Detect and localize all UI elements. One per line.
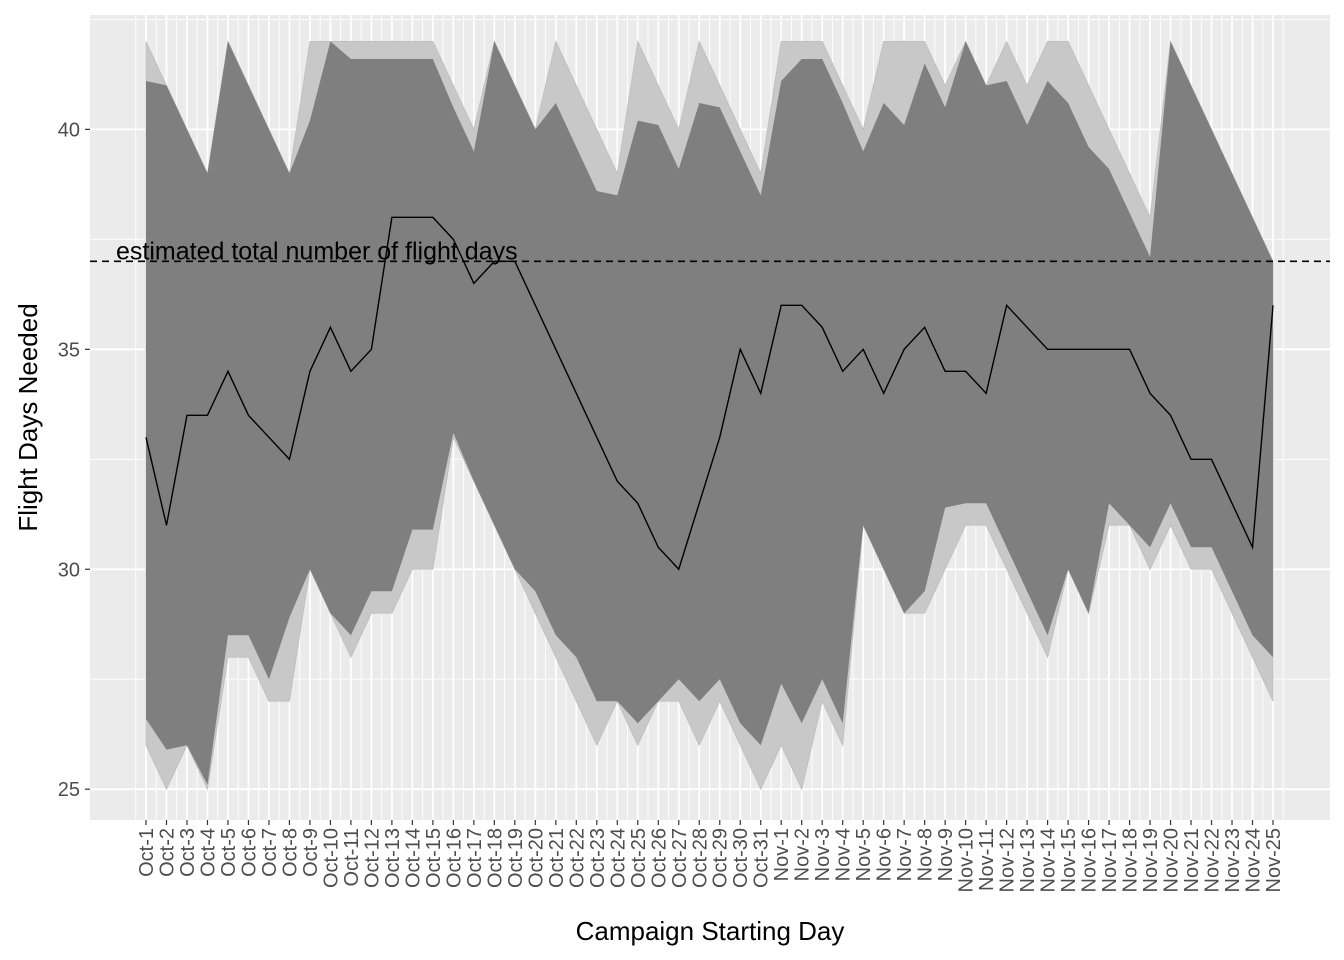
x-tick-label: Oct-15 — [423, 828, 445, 888]
x-tick-label: Nov-22 — [1202, 828, 1224, 892]
inner-range-band — [146, 41, 1273, 785]
x-tick-label: Nov-25 — [1263, 828, 1285, 892]
x-tick-label: Oct-18 — [484, 828, 506, 888]
x-axis-ticks: Oct-1Oct-2Oct-3Oct-4Oct-5Oct-6Oct-7Oct-8… — [136, 820, 1285, 892]
x-tick-label: Nov-16 — [1079, 828, 1101, 892]
x-tick-label: Oct-11 — [341, 828, 363, 887]
x-tick-label: Oct-24 — [607, 828, 629, 888]
x-tick-label: Oct-26 — [648, 828, 670, 888]
x-tick-label: Nov-17 — [1099, 828, 1121, 892]
x-tick-label: Oct-5 — [218, 828, 240, 877]
x-tick-label: Oct-23 — [587, 828, 609, 888]
x-tick-label: Nov-8 — [915, 828, 937, 881]
x-tick-label: Oct-6 — [238, 828, 260, 877]
x-tick-label: Oct-30 — [730, 828, 752, 888]
x-tick-label: Nov-4 — [833, 828, 855, 881]
x-tick-label: Oct-1 — [136, 828, 158, 877]
x-tick-label: Oct-7 — [259, 828, 281, 877]
x-tick-label: Nov-2 — [792, 828, 814, 881]
x-tick-label: Oct-21 — [546, 828, 568, 888]
x-tick-label: Oct-2 — [156, 828, 178, 877]
x-tick-label: Oct-19 — [505, 828, 527, 888]
x-axis-title: Campaign Starting Day — [576, 916, 845, 946]
x-tick-label: Oct-14 — [402, 828, 424, 888]
x-tick-label: Nov-3 — [812, 828, 834, 881]
x-tick-label: Oct-4 — [197, 828, 219, 877]
y-tick-label: 40 — [58, 119, 80, 141]
x-tick-label: Oct-22 — [566, 828, 588, 888]
x-tick-label: Oct-10 — [320, 828, 342, 888]
x-tick-label: Oct-9 — [300, 828, 322, 877]
x-tick-label: Oct-29 — [710, 828, 732, 888]
x-tick-label: Oct-12 — [361, 828, 383, 888]
x-tick-label: Nov-21 — [1181, 828, 1203, 892]
x-tick-label: Nov-12 — [997, 828, 1019, 892]
x-tick-label: Oct-16 — [443, 828, 465, 888]
x-tick-label: Oct-13 — [382, 828, 404, 888]
x-tick-label: Nov-15 — [1058, 828, 1080, 892]
x-tick-label: Nov-11 — [976, 828, 998, 891]
x-tick-label: Nov-14 — [1038, 828, 1060, 892]
x-tick-label: Nov-23 — [1222, 828, 1244, 892]
x-tick-label: Nov-13 — [1017, 828, 1039, 892]
x-tick-label: Nov-20 — [1161, 828, 1183, 892]
x-tick-label: Nov-9 — [935, 828, 957, 881]
x-tick-label: Oct-20 — [525, 828, 547, 888]
x-tick-label: Oct-31 — [751, 828, 773, 888]
y-axis-title: Flight Days Needed — [13, 303, 43, 531]
x-tick-label: Nov-10 — [956, 828, 978, 892]
median-line — [145, 216, 1274, 571]
x-tick-label: Nov-6 — [874, 828, 896, 881]
reference-line-label: estimated total number of flight days — [116, 237, 518, 265]
x-tick-label: Nov-19 — [1140, 828, 1162, 892]
x-tick-label: Oct-27 — [669, 828, 691, 888]
x-tick-label: Nov-1 — [771, 828, 793, 881]
y-axis-ticks: 25 30 35 40 — [58, 119, 90, 801]
x-tick-label: Nov-5 — [853, 828, 875, 881]
y-tick-label: 30 — [58, 559, 80, 581]
x-tick-label: Nov-24 — [1243, 828, 1265, 892]
x-tick-label: Oct-17 — [464, 828, 486, 888]
y-tick-label: 35 — [58, 339, 80, 361]
x-tick-label: Oct-8 — [279, 828, 301, 877]
x-tick-label: Oct-25 — [628, 828, 650, 888]
x-tick-label: Nov-7 — [894, 828, 916, 881]
x-tick-label: Oct-28 — [689, 828, 711, 888]
x-tick-label: Nov-18 — [1120, 828, 1142, 892]
y-tick-label: 25 — [58, 779, 80, 801]
x-tick-label: Oct-3 — [177, 828, 199, 877]
